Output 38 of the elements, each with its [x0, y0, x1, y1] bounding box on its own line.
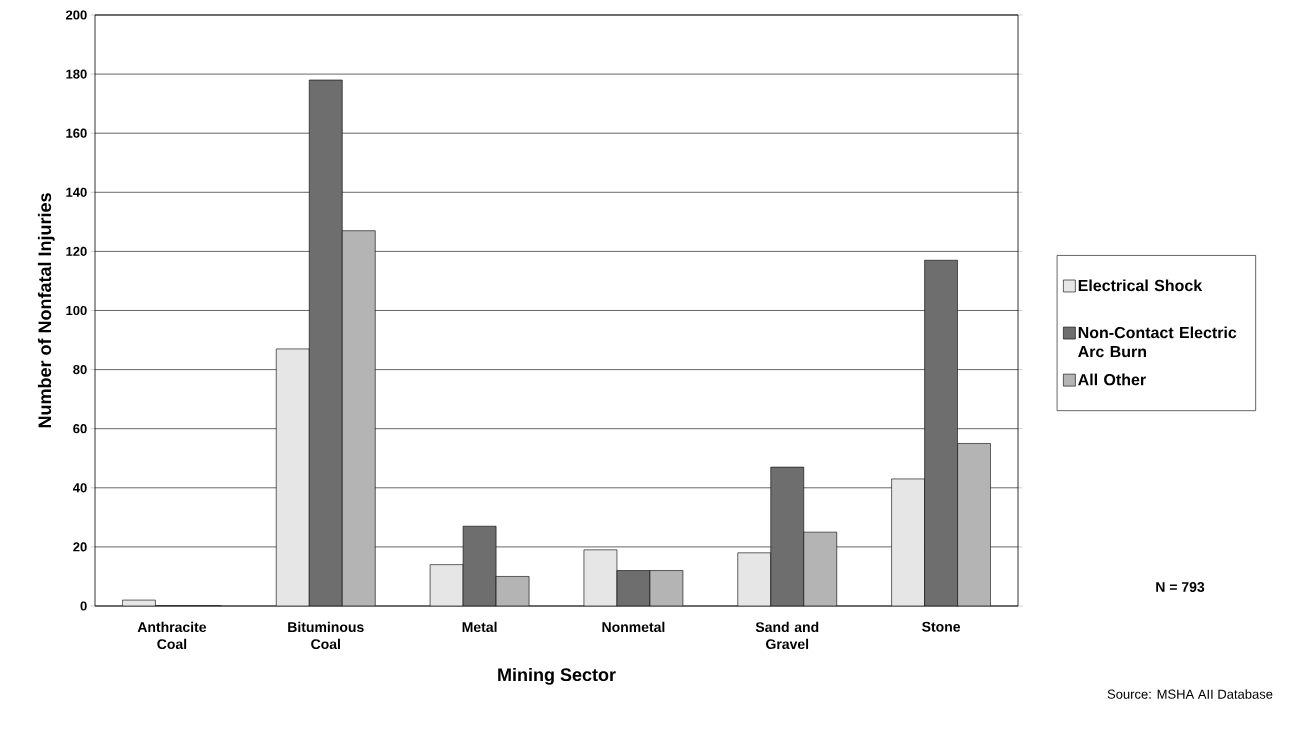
legend-label: Non-Contact Electric Arc Burn: [1078, 326, 1237, 358]
bar: [924, 259, 958, 606]
y-tick-label: 200: [65, 10, 87, 20]
y-tick-label: 80: [73, 364, 87, 375]
y-tick-label: 40: [72, 483, 87, 493]
bar: [957, 443, 991, 606]
x-tick-label: Metal: [462, 621, 497, 633]
bar: [737, 552, 772, 606]
bar: [429, 564, 464, 606]
x-axis-title: Mining Sector: [498, 667, 616, 685]
bar: [891, 478, 925, 606]
bar: [803, 531, 838, 606]
x-tick-label: Sand and Gravel: [755, 621, 819, 650]
y-tick-label: 160: [66, 128, 87, 138]
legend-label: Electrical Shock: [1078, 279, 1203, 292]
y-axis-title: Number of Nonfatal Injuries: [37, 193, 55, 428]
y-tick-label: 120: [66, 246, 87, 256]
bar: [770, 466, 805, 606]
y-tick-label: 180: [66, 69, 87, 79]
y-tick-label: 20: [73, 542, 87, 552]
y-tick-label: 0: [80, 601, 87, 611]
bar: [275, 348, 310, 606]
source-note: Source: MSHA AII Database: [1107, 689, 1273, 699]
x-tick-label: Stone: [922, 621, 961, 632]
x-tick-label: Nonmetal: [602, 621, 665, 633]
text: N = 793: [1156, 582, 1205, 592]
x-tick-label: Anthracite Coal: [137, 621, 207, 650]
bar: [616, 570, 651, 606]
bar: [583, 549, 618, 606]
x-tick-label: Bituminous Coal: [288, 621, 364, 650]
bar: [649, 570, 684, 606]
bar: [462, 525, 497, 606]
y-tick-label: 100: [66, 305, 87, 316]
y-tick-label: 140: [66, 187, 87, 197]
y-tick-label: 60: [73, 424, 87, 434]
bar: [308, 79, 343, 606]
bar: [341, 230, 376, 606]
legend-label: All Other: [1078, 373, 1146, 386]
